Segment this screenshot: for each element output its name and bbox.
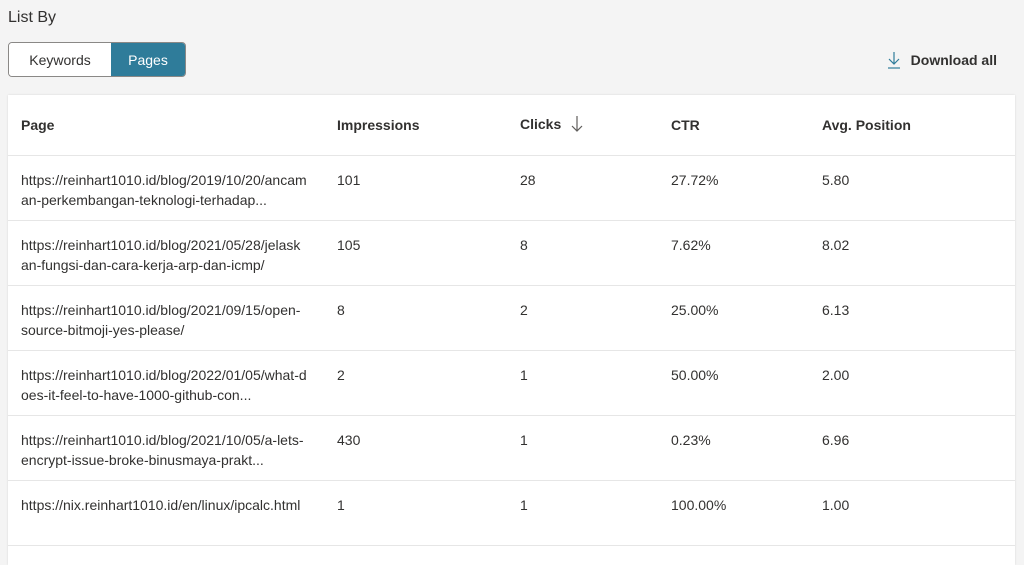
clicks-cell: 28 [520, 172, 536, 188]
ctr-cell: 0.23% [671, 432, 711, 448]
page-cell: https://reinhart1010.id/blog/2021/09/15/… [8, 300, 337, 340]
impressions-cell: 2 [337, 367, 345, 383]
clicks-cell: 8 [520, 237, 528, 253]
header-avg-position[interactable]: Avg. Position [822, 117, 911, 133]
ctr-cell: 27.72% [671, 172, 719, 188]
table-row[interactable]: https://reinhart1010.id/blog/2021/05/28/… [8, 221, 1015, 286]
header-clicks-label: Clicks [520, 115, 562, 132]
page-url-link[interactable]: https://reinhart1010.id/blog/2022/01/05/… [21, 367, 307, 403]
avg-position-cell: 6.96 [822, 432, 850, 448]
clicks-cell: 1 [520, 497, 528, 513]
sort-descending-icon [571, 115, 583, 136]
header-ctr[interactable]: CTR [671, 117, 700, 133]
impressions-cell: 8 [337, 302, 345, 318]
page-url-link[interactable]: https://reinhart1010.id/blog/2021/05/28/… [21, 237, 301, 273]
ctr-cell: 100.00% [671, 497, 727, 513]
list-by-label: List By [8, 9, 57, 26]
page-url-link[interactable]: https://nix.reinhart1010.id/en/linux/ipc… [21, 497, 301, 513]
table-header-row: Page Impressions Clicks CTR Avg. Positio… [8, 95, 1015, 156]
avg-position-cell: 2.00 [822, 367, 850, 383]
download-all-button[interactable]: Download all [887, 51, 997, 69]
avg-position-cell: 8.02 [822, 237, 850, 253]
avg-position-cell: 1.00 [822, 497, 850, 513]
impressions-cell: 105 [337, 237, 361, 253]
page-url-link[interactable]: https://reinhart1010.id/blog/2019/10/20/… [21, 172, 307, 208]
page-url-link[interactable]: https://reinhart1010.id/blog/2021/09/15/… [21, 302, 301, 338]
page-cell: https://reinhart1010.id/blog/2022/01/05/… [8, 365, 337, 405]
impressions-cell: 1 [337, 497, 345, 513]
pages-table: Page Impressions Clicks CTR Avg. Positio… [8, 95, 1015, 565]
list-by-toggle: Keywords Pages [8, 42, 186, 77]
page-cell: https://reinhart1010.id/blog/2019/10/20/… [8, 170, 337, 210]
page-cell: https://reinhart1010.id/blog/2021/10/05/… [8, 430, 337, 470]
clicks-cell: 1 [520, 367, 528, 383]
avg-position-cell: 6.13 [822, 302, 850, 318]
ctr-cell: 50.00% [671, 367, 719, 383]
table-row[interactable]: https://nix.reinhart1010.id/en/linux/ipc… [8, 481, 1015, 546]
impressions-cell: 101 [337, 172, 361, 188]
header-impressions[interactable]: Impressions [337, 117, 420, 133]
page-cell: https://nix.reinhart1010.id/en/linux/ipc… [8, 495, 337, 515]
download-all-label: Download all [910, 52, 997, 68]
header-page[interactable]: Page [21, 117, 55, 133]
download-icon [887, 51, 901, 69]
pages-toggle-button[interactable]: Pages [111, 43, 185, 76]
table-row[interactable]: https://reinhart1010.id/blog/2021/09/15/… [8, 286, 1015, 351]
ctr-cell: 7.62% [671, 237, 711, 253]
keywords-toggle-button[interactable]: Keywords [9, 43, 111, 76]
header-clicks[interactable]: Clicks [520, 115, 671, 136]
page-url-link[interactable]: https://reinhart1010.id/blog/2021/10/05/… [21, 432, 304, 468]
page-cell: https://reinhart1010.id/blog/2021/05/28/… [8, 235, 337, 275]
table-row[interactable]: https://reinhart1010.id/blog/2022/01/05/… [8, 351, 1015, 416]
ctr-cell: 25.00% [671, 302, 719, 318]
clicks-cell: 2 [520, 302, 528, 318]
impressions-cell: 430 [337, 432, 361, 448]
avg-position-cell: 5.80 [822, 172, 850, 188]
table-row[interactable]: https://reinhart1010.id/blog/2021/10/05/… [8, 416, 1015, 481]
table-row[interactable]: https://reinhart1010.id/blog/2019/10/20/… [8, 156, 1015, 221]
clicks-cell: 1 [520, 432, 528, 448]
